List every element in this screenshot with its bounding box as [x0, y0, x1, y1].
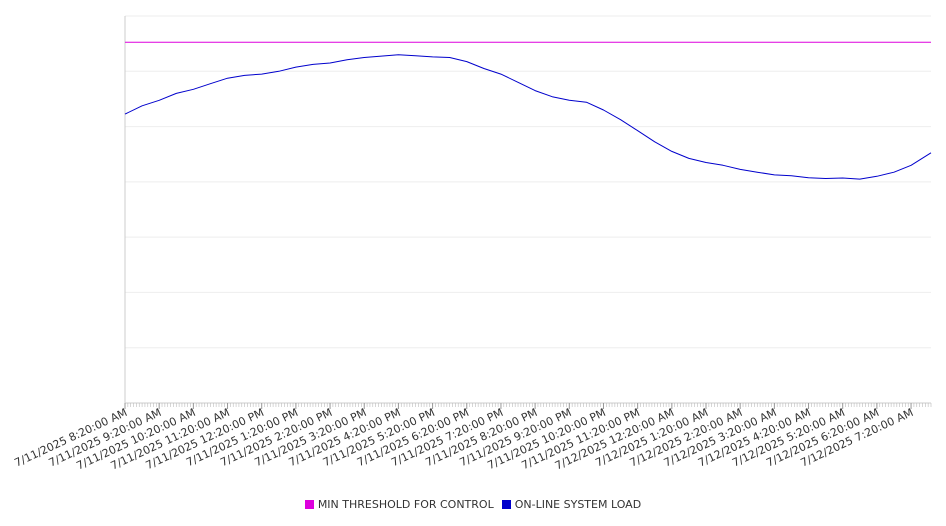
series-line-system-load — [124, 54, 932, 180]
chart-legend: MIN THRESHOLD FOR CONTROL ON-LINE SYSTEM … — [0, 498, 946, 511]
x-axis-tick-labels: 7/11/2025 8:20:00 AM7/11/2025 9:20:00 AM… — [12, 403, 915, 473]
legend-label: MIN THRESHOLD FOR CONTROL — [317, 498, 494, 511]
legend-item[interactable]: ON-LINE SYSTEM LOAD — [501, 498, 642, 511]
legend-swatch — [501, 500, 511, 509]
grid-lines — [125, 15, 931, 349]
legend-swatch — [304, 500, 314, 509]
legend-item[interactable]: MIN THRESHOLD FOR CONTROL — [304, 498, 494, 511]
legend-label: ON-LINE SYSTEM LOAD — [514, 498, 642, 511]
series-layer — [124, 41, 932, 180]
x-axis-minor-ticks — [124, 403, 932, 407]
